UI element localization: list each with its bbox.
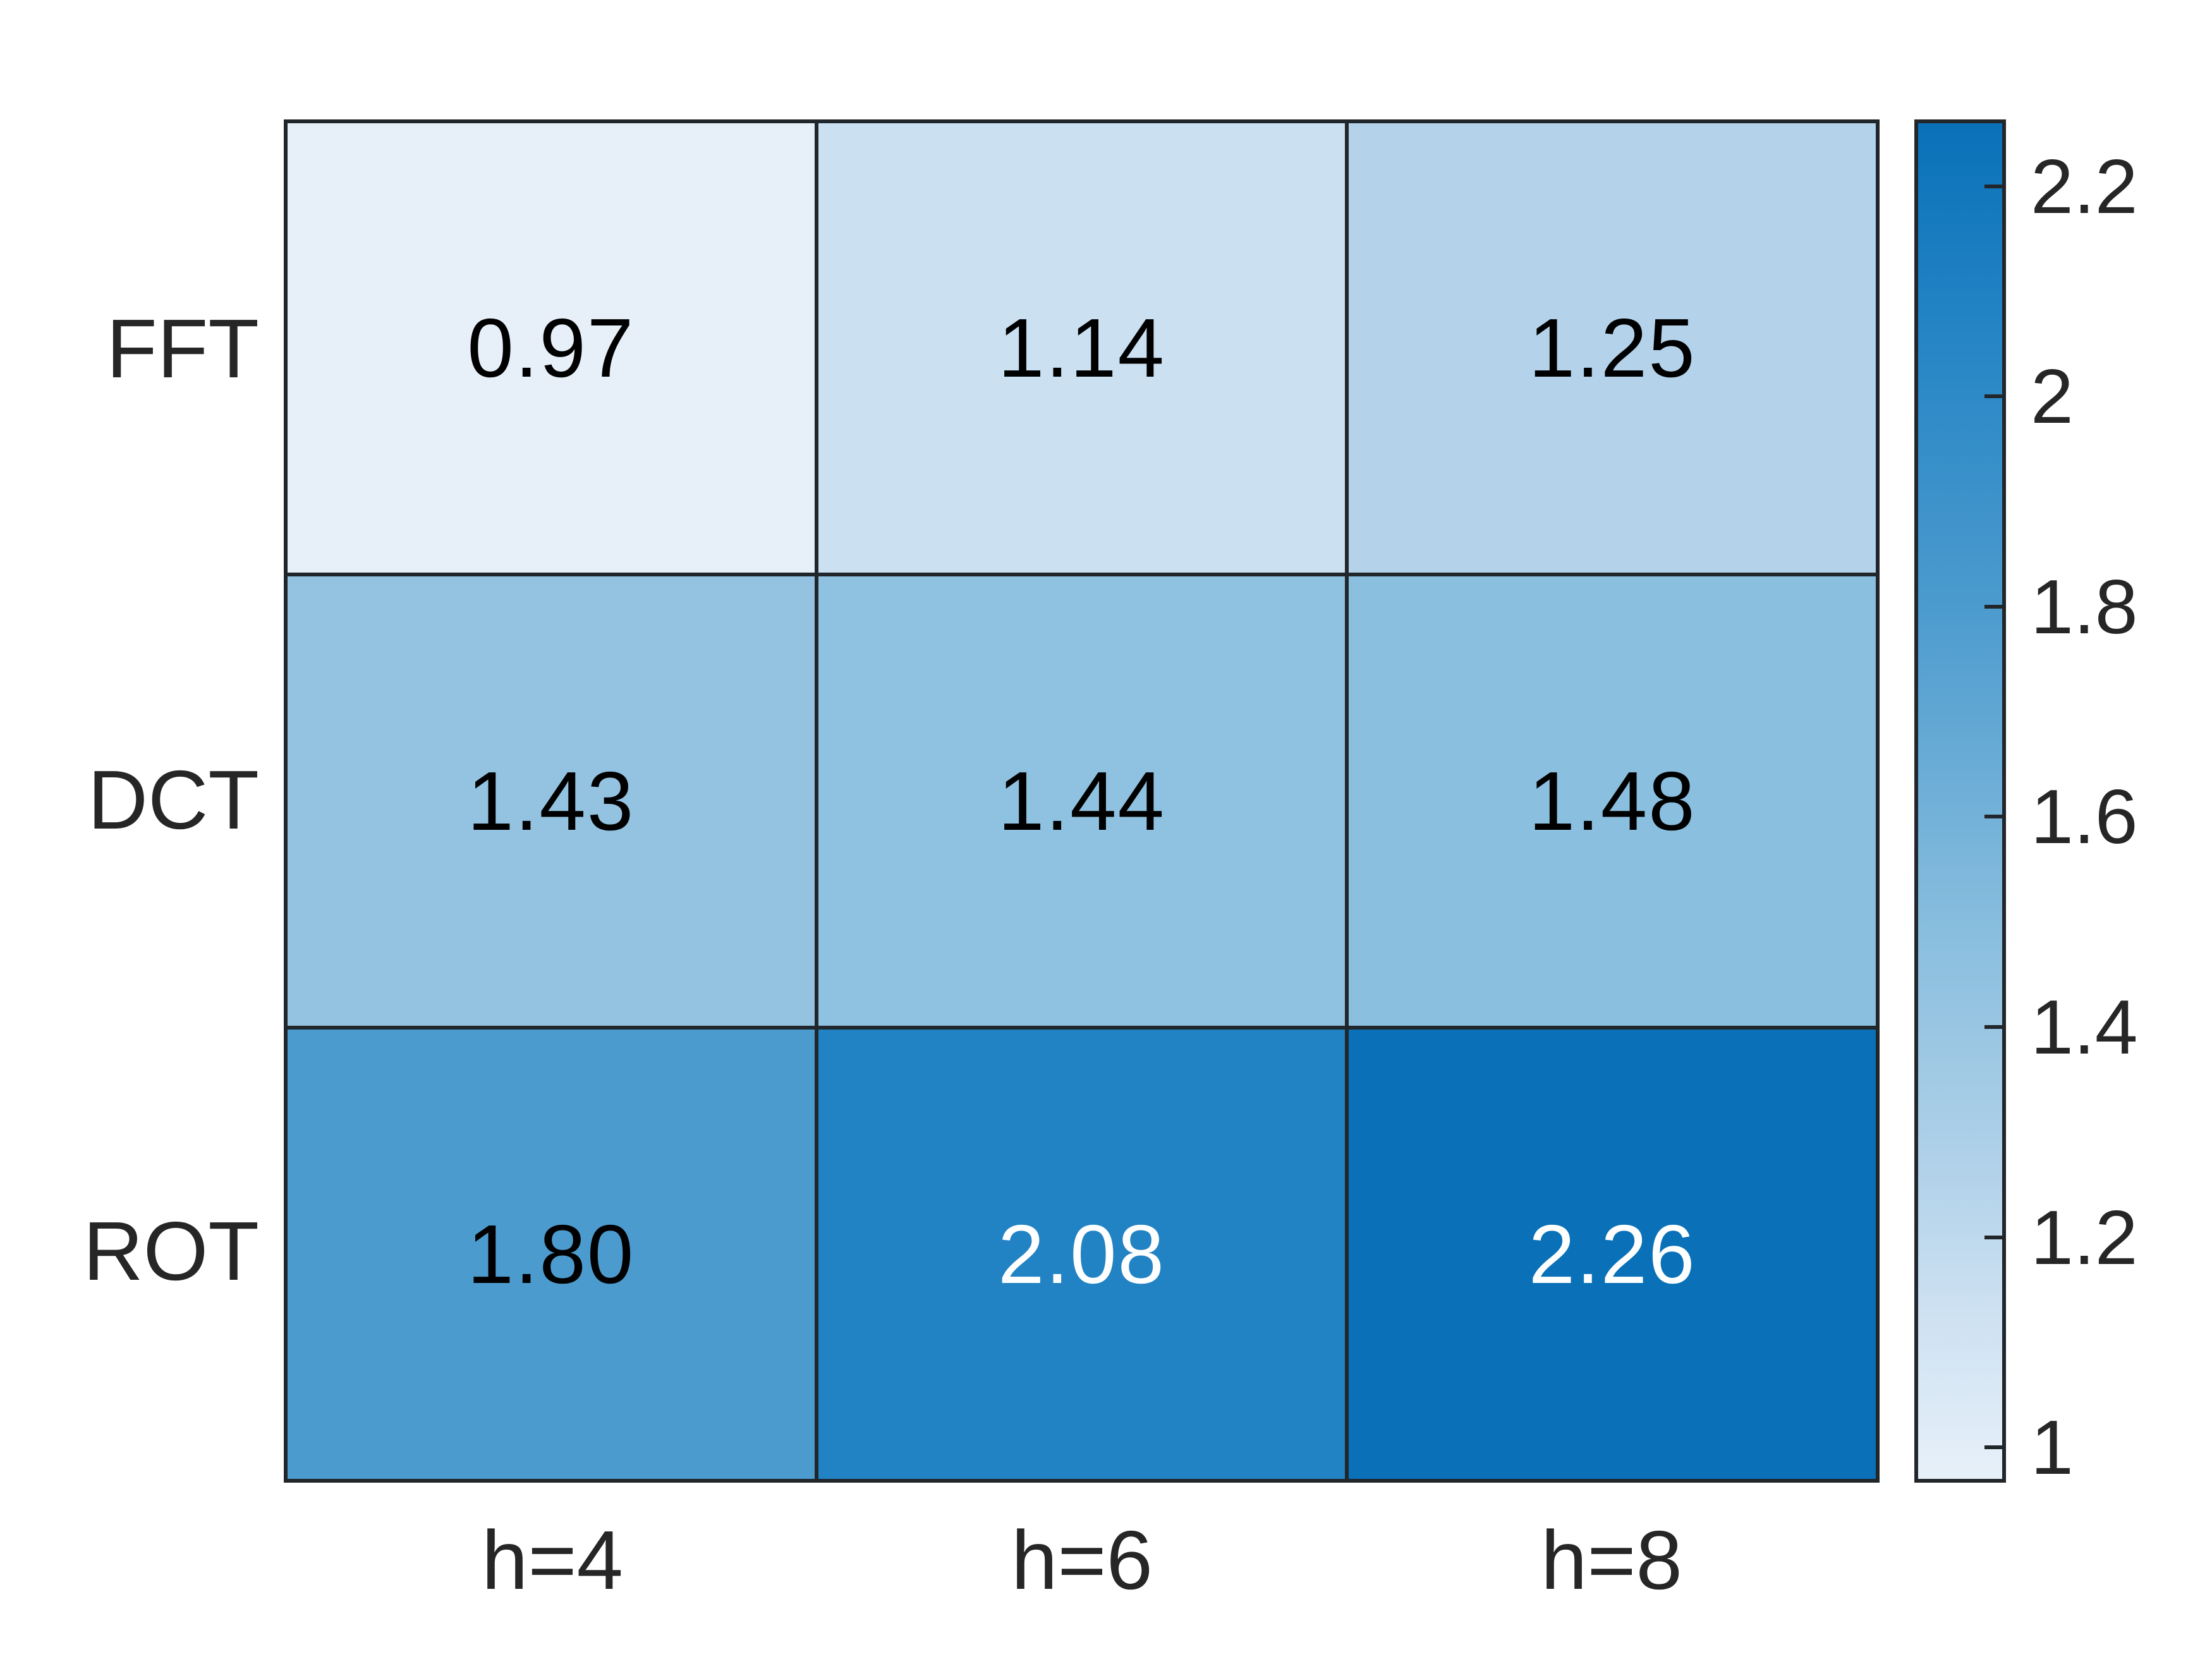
colorbar-tick-label-2: 2 <box>2031 353 2074 440</box>
heatmap-cell-ROT-h=4: 1.80 <box>288 1030 815 1479</box>
colorbar-tick-2 <box>1984 394 2002 399</box>
row-label-ROT: ROT <box>83 1204 259 1297</box>
heatmap-grid: 0.97 1.14 1.25 1.43 1.44 1.48 1.80 2.08 2.26 <box>284 119 1880 1483</box>
colorbar-tick-label-2.2: 2.2 <box>2031 143 2138 229</box>
colorbar-tick-1.8 <box>1984 604 2002 609</box>
heatmap-cell-FFT-h=4: 0.97 <box>288 123 815 573</box>
colorbar-tick-1 <box>1984 1445 2002 1450</box>
colorbar-tick-label-1.4: 1.4 <box>2031 984 2138 1070</box>
colorbar <box>1914 119 2006 1483</box>
colorbar-tick-label-1.6: 1.6 <box>2031 774 2138 860</box>
colorbar-tick-1.4 <box>1984 1025 2002 1029</box>
col-label-h=4: h=4 <box>482 1513 623 1607</box>
colorbar-tick-2.2 <box>1984 184 2002 188</box>
heatmap-cell-DCT-h=8: 1.48 <box>1349 576 1876 1026</box>
heatmap-cell-FFT-h=6: 1.14 <box>818 123 1346 573</box>
heatmap-cell-FFT-h=8: 1.25 <box>1349 123 1876 573</box>
heatmap-cell-DCT-h=4: 1.43 <box>288 576 815 1026</box>
col-label-h=6: h=6 <box>1011 1513 1153 1607</box>
colorbar-tick-label-1.2: 1.2 <box>2031 1194 2138 1280</box>
heatmap-cell-ROT-h=6: 2.08 <box>818 1030 1346 1479</box>
colorbar-tick-label-1: 1 <box>2031 1404 2074 1491</box>
row-label-FFT: FFT <box>106 301 259 395</box>
heatmap-cell-DCT-h=6: 1.44 <box>818 576 1346 1026</box>
colorbar-tick-label-1.8: 1.8 <box>2031 563 2138 650</box>
colorbar-tick-1.6 <box>1984 815 2002 819</box>
colorbar-tick-1.2 <box>1984 1235 2002 1239</box>
heatmap-cell-ROT-h=8: 2.26 <box>1349 1030 1876 1479</box>
row-label-DCT: DCT <box>87 753 259 846</box>
col-label-h=8: h=8 <box>1541 1513 1682 1607</box>
